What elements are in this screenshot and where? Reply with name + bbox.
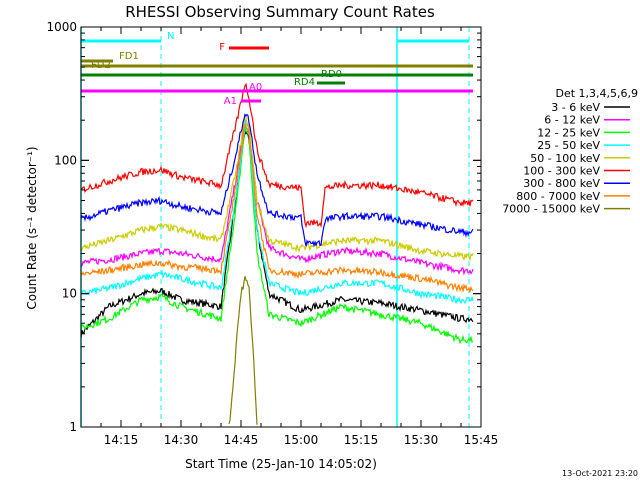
y-axis-label: Count Rate (s⁻¹ detector⁻¹)	[25, 146, 39, 309]
series-line-8	[228, 276, 258, 425]
series-line-4	[80, 114, 474, 262]
annotation-label-rd0: RD0	[321, 69, 342, 80]
chart-title: RHESSI Observing Summary Count Rates	[125, 3, 435, 21]
x-axis-label: Start Time (25-Jan-10 14:05:02)	[185, 457, 377, 471]
legend-entry-label: 6 - 12 keV	[544, 114, 600, 127]
annotation-label-fd2: FD2	[91, 60, 111, 71]
annotation-label-n: N	[167, 31, 174, 42]
series-line-5	[81, 82, 474, 229]
series-line-6	[80, 113, 474, 248]
footer-timestamp: 13-Oct-2021 23:20	[562, 469, 638, 478]
series-line-3	[80, 120, 474, 305]
y-tick-label: 100	[54, 153, 77, 167]
legend-entry-label: 7000 - 15000 keV	[502, 203, 600, 216]
x-tick-label: 14:45	[224, 433, 259, 447]
y-tick-label: 1000	[46, 20, 77, 34]
legend-title: Det 1,3,4,5,6,9	[555, 87, 638, 100]
annotation-label-rd4: RD4	[294, 77, 315, 88]
series-line-7	[80, 123, 474, 294]
series-line-2	[80, 125, 474, 345]
x-tick-label: 15:30	[404, 433, 439, 447]
annotation-label-f: F	[219, 42, 225, 53]
x-tick-label: 15:00	[284, 433, 319, 447]
x-tick-label: 15:45	[464, 433, 499, 447]
y-tick-label: 1	[69, 420, 77, 434]
legend-entry-label: 12 - 25 keV	[537, 126, 600, 139]
legend-entry-label: 100 - 300 keV	[523, 165, 600, 178]
legend-entry-label: 25 - 50 keV	[537, 139, 600, 152]
series-line-0	[80, 129, 474, 338]
legend-entry-label: 800 - 7000 keV	[516, 190, 600, 203]
axes: 14:15 14:30 14:45 15:00 15:15 15:30 15:45 1 10 10…	[46, 20, 498, 447]
y-tick-label: 10	[62, 287, 77, 301]
annotation-label-a1: A1	[224, 96, 237, 107]
legend-entry-label: 3 - 6 keV	[551, 101, 600, 114]
x-tick-label: 14:15	[104, 433, 139, 447]
legend-entry-label: 300 - 800 keV	[523, 177, 600, 190]
x-tick-label: 15:15	[344, 433, 379, 447]
annotation-label-a0: A0	[249, 82, 262, 93]
plot-area: N FD1 FD2 F RD0 RD4 A0 A1	[80, 27, 474, 427]
series-line-1	[80, 118, 474, 276]
legend-entry-label: 50 - 100 keV	[530, 152, 600, 165]
x-tick-label: 14:30	[164, 433, 199, 447]
annotation-label-fd1: FD1	[119, 51, 139, 62]
